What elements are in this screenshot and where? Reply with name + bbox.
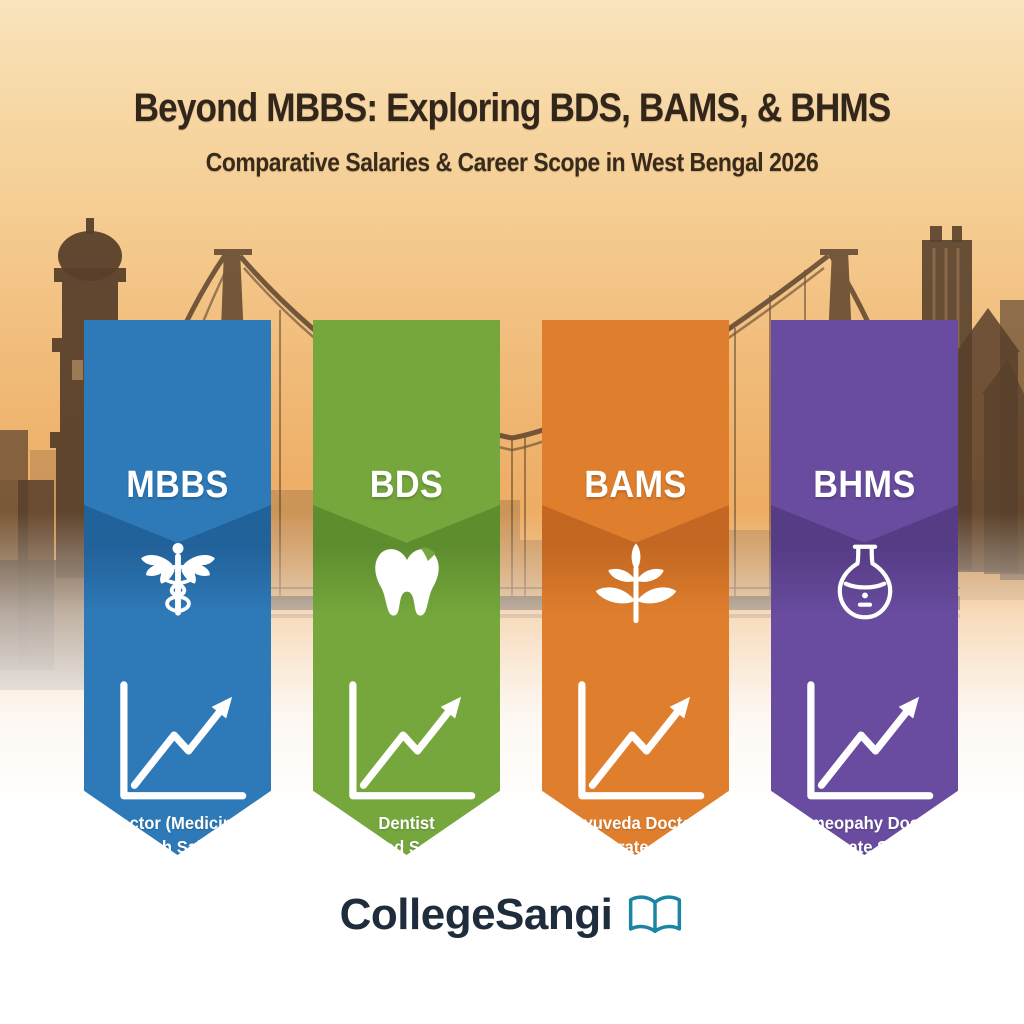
brand-name: CollegeSangi bbox=[339, 890, 613, 939]
banner-bhms: BHMS Homeopahy Doctor Moderate Salary, D… bbox=[771, 320, 958, 855]
banner-mbbs: MBBS Doctor (Medicine) - High Salary, Br… bbox=[84, 320, 271, 855]
salary-growth-chart-icon bbox=[84, 677, 271, 809]
open-book-icon bbox=[626, 891, 684, 939]
banner-title: MBBS bbox=[126, 464, 229, 506]
salary-growth-chart-icon bbox=[542, 677, 729, 809]
footer-brand: CollegeSangi bbox=[0, 890, 1024, 940]
header: Beyond MBBS: Exploring BDS, BAMS, & BHMS… bbox=[0, 86, 1024, 178]
banner-title: BHMS bbox=[813, 464, 916, 506]
ayurveda-plant-icon bbox=[542, 539, 729, 625]
caduceus-icon bbox=[84, 539, 271, 625]
banner-title: BAMS bbox=[584, 464, 687, 506]
course-banners: MBBS Doctor (Medicine) - High Salary, Br… bbox=[84, 320, 958, 855]
salary-growth-chart-icon bbox=[313, 677, 500, 809]
banner-bds: BDS Dentist - Good Salary, Focused Scope bbox=[313, 320, 500, 855]
homeopathy-flask-icon bbox=[771, 539, 958, 625]
tooth-icon bbox=[313, 539, 500, 625]
banner-bams: BAMS Ayuveda Doctor - Moderate Salary, G… bbox=[542, 320, 729, 855]
page-title: Beyond MBBS: Exploring BDS, BAMS, & BHMS bbox=[133, 86, 892, 130]
page-subtitle: Comparative Salaries & Career Scope in W… bbox=[205, 147, 819, 177]
salary-growth-chart-icon bbox=[771, 677, 958, 809]
banner-title: BDS bbox=[369, 464, 444, 506]
